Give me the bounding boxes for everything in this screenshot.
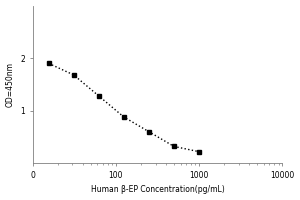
- Y-axis label: OD=450nm: OD=450nm: [6, 62, 15, 107]
- X-axis label: Human β-EP Concentration(pg/mL): Human β-EP Concentration(pg/mL): [91, 185, 224, 194]
